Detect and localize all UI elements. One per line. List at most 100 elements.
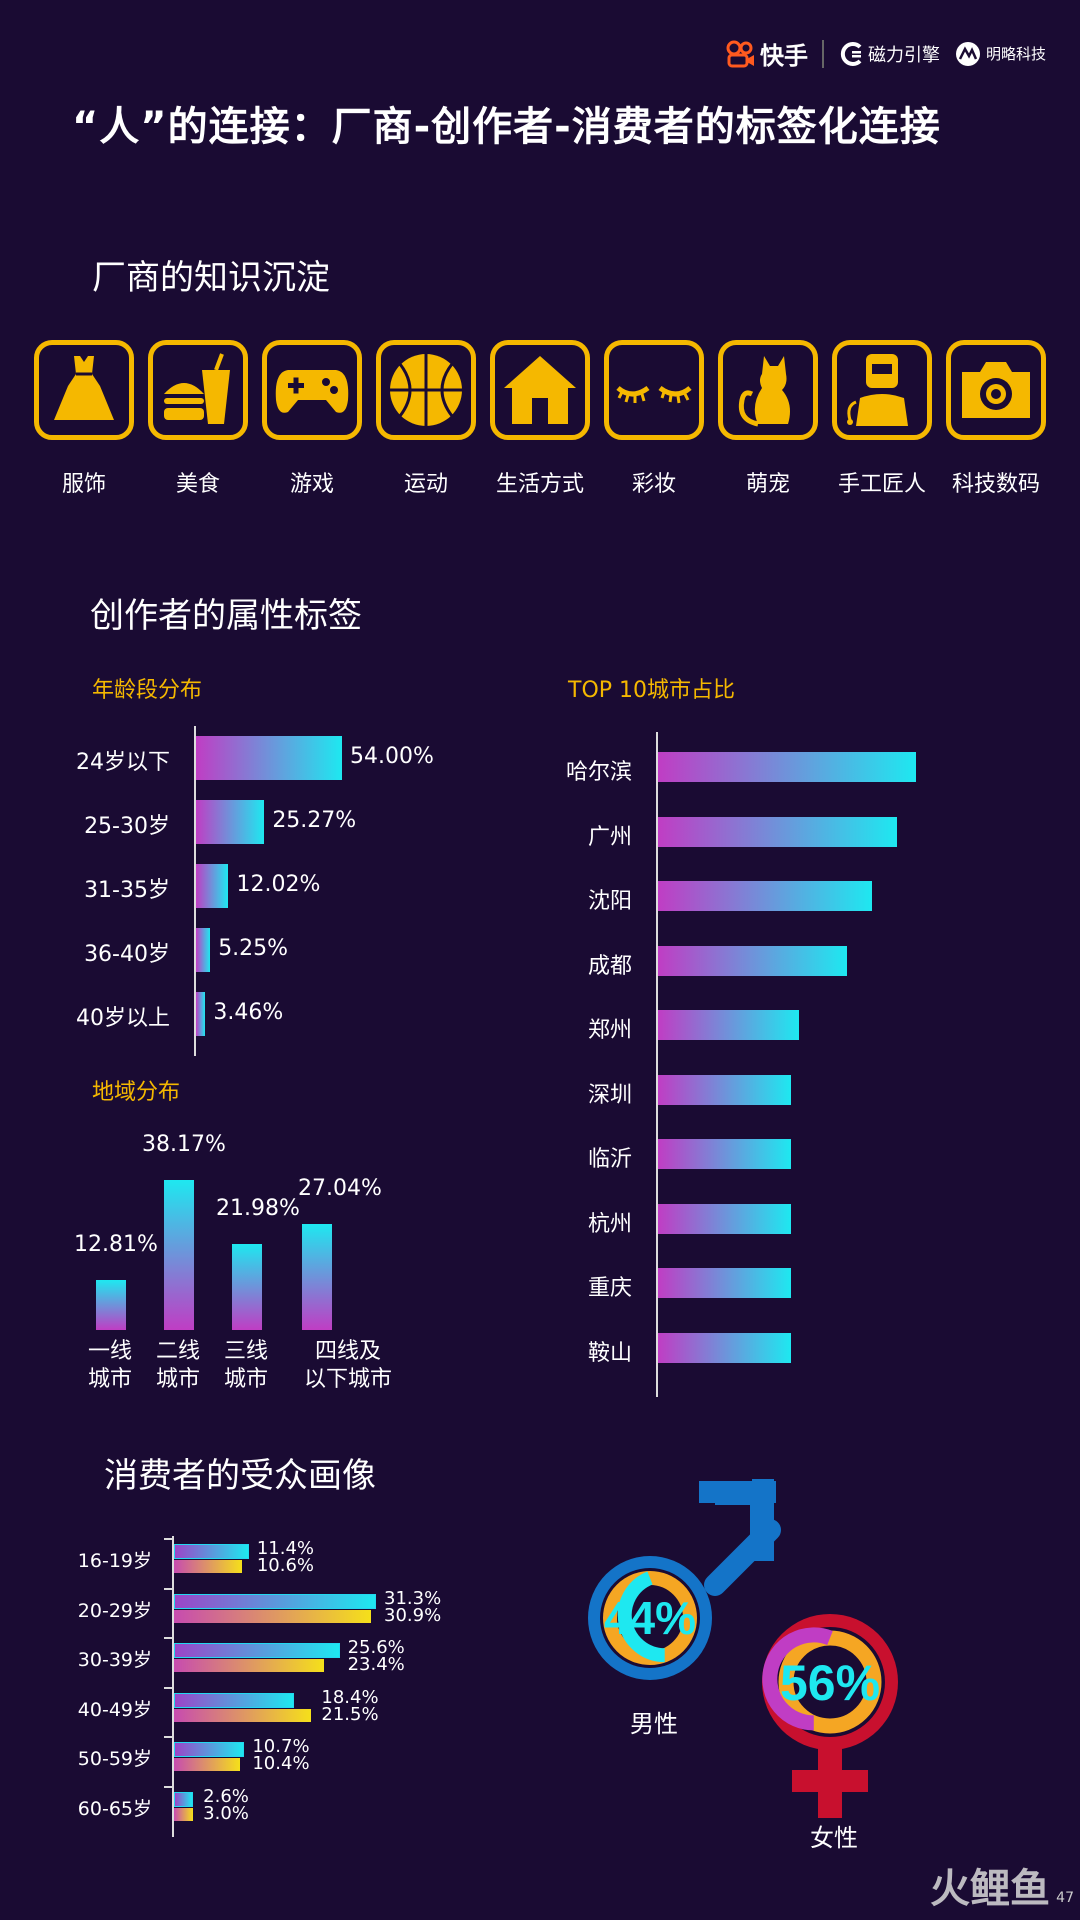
age-axis — [194, 726, 196, 1056]
consumer-bar-series1 — [174, 1593, 376, 1609]
age-category-label: 36-40岁 — [84, 942, 170, 967]
age-bar — [196, 992, 206, 1036]
age-value-label: 3.46% — [213, 1000, 284, 1025]
region-category-label: 四线及 — [314, 1339, 381, 1364]
city-category-label: 鞍山 — [587, 1340, 632, 1366]
region-bar — [164, 1180, 194, 1330]
region-category-label: 城市 — [87, 1367, 132, 1392]
city-category-label: 杭州 — [587, 1211, 632, 1237]
consumer-value-series2: 23.4% — [347, 1654, 405, 1675]
consumer-value-series2: 30.9% — [384, 1604, 442, 1626]
age-category-label: 31-35岁 — [84, 878, 170, 903]
eyelash-icon — [604, 340, 704, 440]
city-bar — [658, 945, 847, 976]
city-bar — [658, 1268, 792, 1298]
minglue-icon — [955, 41, 980, 66]
age-value-label: 25.27% — [272, 808, 357, 833]
consumer-age-label: 60-65岁 — [77, 1797, 152, 1820]
consumer-age-label: 20-29岁 — [77, 1599, 152, 1622]
consumer-bar-series2 — [174, 1758, 241, 1771]
region-bar — [96, 1279, 126, 1330]
city-bar — [658, 1074, 792, 1105]
watermark-logo: 火鲤鱼 — [930, 1866, 1050, 1912]
female-label: 女性 — [810, 1824, 858, 1852]
vendor-icon-row: 服饰 美食 游戏 运动 生活方式 彩妆 萌宠 手工匠人 科技数码 — [34, 340, 1054, 500]
house-icon — [490, 340, 590, 440]
food-icon — [148, 340, 248, 440]
region-bar — [232, 1243, 262, 1330]
camera-icon — [946, 340, 1046, 440]
consumer-bar-series2 — [174, 1807, 194, 1821]
city-category-label: 广州 — [587, 824, 632, 850]
consumer-bar-series2 — [174, 1659, 324, 1672]
consumer-axis-tick — [164, 1637, 174, 1639]
consumer-value-series1: 25.6% — [347, 1637, 405, 1658]
consumer-bar-series1 — [174, 1544, 249, 1559]
region-category-label: 一线 — [87, 1339, 132, 1364]
minglue-logo: 明略科技 — [954, 41, 1046, 67]
consumer-bar-series1 — [174, 1791, 193, 1807]
gender-chart: 44% 56% — [588, 1479, 898, 1818]
region-category-label: 三线 — [223, 1339, 268, 1364]
male-percent: 44% — [604, 1592, 696, 1644]
age-bar — [196, 864, 229, 908]
region-category-label: 城市 — [223, 1367, 268, 1392]
age-category-label: 25-30岁 — [84, 814, 170, 839]
age-bar — [196, 800, 265, 844]
city-category-label: 重庆 — [587, 1276, 632, 1301]
age-value-label: 5.25% — [218, 936, 289, 961]
region-value-label: 38.17% — [142, 1132, 226, 1157]
consumer-axis-tick — [164, 1686, 174, 1689]
craftsman-icon — [832, 340, 932, 440]
section-consumer-title: 消费者的受众画像 — [104, 1456, 376, 1496]
cili-label: 磁力引擎 — [867, 44, 940, 66]
consumer-value-series1: 18.4% — [321, 1686, 379, 1708]
region-bar — [302, 1223, 332, 1330]
consumer-axis-tick — [164, 1538, 174, 1540]
region-value-label: 27.04% — [298, 1175, 382, 1201]
city-bar — [658, 1203, 792, 1234]
consumer-age-label: 50-59岁 — [77, 1748, 152, 1770]
icon-label-craftsman: 手工匠人 — [837, 472, 926, 497]
male-symbol: 44% — [588, 1479, 781, 1680]
age-chart-title: 年龄段分布 — [92, 678, 203, 703]
age-value-label: 54.00% — [350, 744, 434, 769]
section-vendor-title: 厂商的知识沉淀 — [92, 258, 330, 298]
city-category-label: 郑州 — [587, 1018, 632, 1043]
region-category-label: 以下城市 — [303, 1367, 392, 1392]
consumer-value-series1: 10.7% — [252, 1736, 310, 1757]
city-bar — [658, 752, 916, 782]
city-category-label: 沈阳 — [587, 889, 632, 914]
brand-header: 快手 磁力引擎 明略科技 — [726, 36, 1046, 71]
consumer-value-series2: 10.6% — [256, 1555, 315, 1576]
page-title: “人”的连接：厂商-创作者-消费者的标签化连接 — [72, 104, 941, 150]
icon-label-food: 美食 — [175, 472, 220, 497]
age-value-label: 12.02% — [236, 872, 321, 897]
region-value-label: 21.98% — [216, 1195, 300, 1221]
female-symbol: 56% — [762, 1614, 898, 1818]
age-bar — [196, 736, 342, 780]
city-chart-title: TOP 10城市占比 — [568, 678, 736, 703]
dress-icon — [34, 340, 134, 440]
city-bar — [658, 1010, 800, 1040]
consumer-bar-series1 — [174, 1692, 294, 1708]
consumer-value-series2: 21.5% — [321, 1703, 379, 1725]
female-share-arc — [762, 1627, 833, 1731]
consumer-age-label: 30-39岁 — [77, 1649, 152, 1671]
consumer-age-label: 16-19岁 — [77, 1550, 152, 1572]
consumer-axis-tick — [164, 1736, 174, 1738]
age-bar — [196, 928, 211, 972]
city-bar — [658, 816, 897, 847]
consumer-value-series1: 31.3% — [384, 1587, 442, 1609]
consumer-value-series1: 2.6% — [203, 1785, 249, 1807]
consumer-axis-tick — [164, 1587, 174, 1590]
city-category-label: 哈尔滨 — [565, 760, 632, 785]
cili-icon — [840, 41, 862, 66]
city-bar — [658, 881, 872, 911]
icon-label-game: 游戏 — [289, 472, 334, 497]
basketball-icon — [376, 340, 476, 440]
consumer-age-label: 40-49岁 — [77, 1698, 152, 1721]
city-category-label: 临沂 — [587, 1147, 632, 1172]
region-category-label: 城市 — [155, 1367, 200, 1392]
consumer-bar-series2 — [174, 1609, 372, 1623]
